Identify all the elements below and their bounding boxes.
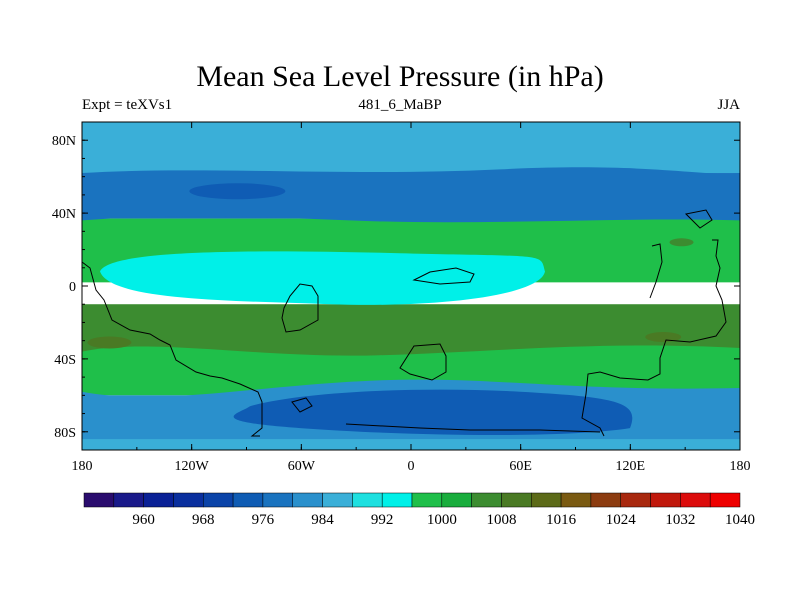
x-tick-label: 180 xyxy=(730,459,751,474)
x-tick-label: 120W xyxy=(175,459,210,474)
colorbar-swatch xyxy=(322,492,353,508)
colorbar-label: 1008 xyxy=(486,512,516,528)
colorbar-swatch xyxy=(441,492,472,508)
x-tick-label: 60E xyxy=(509,459,532,474)
colorbar-label: 1000 xyxy=(427,512,457,528)
colorbar-swatch xyxy=(471,492,502,508)
colorbar-swatch xyxy=(411,492,443,508)
chart-title: Mean Sea Level Pressure (in hPa) xyxy=(196,60,604,93)
colorbar-swatch xyxy=(531,492,562,508)
colorbar-label: 976 xyxy=(252,512,275,528)
colorbar-label: 960 xyxy=(132,512,155,528)
coastline-3 xyxy=(399,343,447,381)
colorbar-swatch xyxy=(173,492,204,508)
y-tick-label: 0 xyxy=(69,280,76,295)
colorbar-swatch xyxy=(620,492,651,508)
region-equatorial-low-shape xyxy=(100,251,545,305)
colorbar-swatch xyxy=(113,492,144,508)
colorbar-swatch xyxy=(262,492,293,508)
colorbar-label: 968 xyxy=(192,512,215,528)
colorbar-swatch xyxy=(143,492,174,508)
coastline-2 xyxy=(412,267,475,285)
colorbar-label: 1024 xyxy=(606,512,637,528)
x-tick-label: 120E xyxy=(616,459,646,474)
y-tick-label: 80N xyxy=(52,134,76,149)
coastline-8 xyxy=(345,423,601,433)
colorbar-swatch xyxy=(650,492,681,508)
colorbar-swatch xyxy=(590,492,621,508)
colorbar-swatch xyxy=(203,492,234,508)
colorbar-swatch xyxy=(292,492,323,508)
region-northern-low-shape xyxy=(82,167,740,223)
coastline-7 xyxy=(291,397,313,413)
region-pacific-north-high xyxy=(669,238,694,247)
colorbar-swatch xyxy=(709,492,741,508)
coastline-5 xyxy=(684,209,713,229)
colorbar-swatch xyxy=(501,492,532,508)
colorbar-label: 984 xyxy=(311,512,334,528)
x-tick-label: 60W xyxy=(288,459,316,474)
region-subtropical-high-shape xyxy=(82,315,740,356)
region-australian-high xyxy=(645,332,682,343)
period-label: 481_6_MaBP xyxy=(358,97,442,113)
x-tick-label: 180 xyxy=(72,459,93,474)
region-southern-trough-core-shape xyxy=(233,389,633,436)
season-label: JJA xyxy=(717,97,740,113)
x-tick-label: 0 xyxy=(408,459,415,474)
experiment-label: Expt = teXVs1 xyxy=(82,97,173,113)
y-tick-label: 80S xyxy=(54,426,76,441)
colorbar-swatch xyxy=(680,492,711,508)
region-northern-low-core xyxy=(189,183,286,200)
colorbar-swatch xyxy=(232,492,264,508)
colorbar-swatch xyxy=(352,492,383,508)
coastline-0 xyxy=(82,261,263,437)
colorbar-label: 1040 xyxy=(725,512,755,528)
coastline-1 xyxy=(281,283,319,333)
colorbar-label: 1032 xyxy=(665,512,695,528)
coastline-4 xyxy=(649,243,663,299)
colorbar-swatch xyxy=(381,492,413,508)
region-south-pacific-high xyxy=(87,336,132,349)
region-arctic xyxy=(82,122,740,174)
colorbar-swatch xyxy=(560,492,592,508)
colorbar-label: 992 xyxy=(371,512,394,528)
y-tick-label: 40N xyxy=(52,207,76,222)
colorbar-label: 1016 xyxy=(546,512,577,528)
colorbar-swatch xyxy=(83,492,115,508)
y-tick-label: 40S xyxy=(54,353,76,368)
coastline-6 xyxy=(581,239,727,437)
